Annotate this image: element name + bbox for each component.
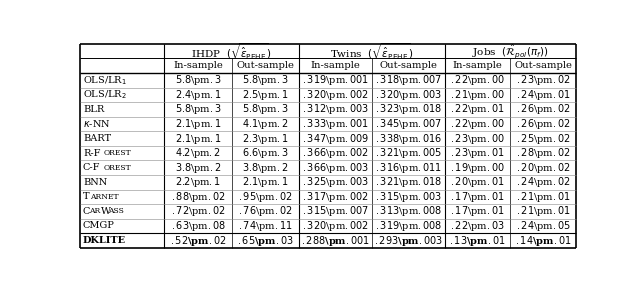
- Text: C-F: C-F: [83, 163, 100, 172]
- Text: $.13 $\pm$ .01$: $.13 $\pm$ .01$: [449, 233, 506, 248]
- Text: $.63 $\pm$ .08$: $.63 $\pm$ .08$: [171, 219, 225, 233]
- Text: In-sample: In-sample: [452, 61, 502, 70]
- Text: OLS/LR$_2$: OLS/LR$_2$: [83, 88, 127, 101]
- Text: $.319 $\pm$ .001$: $.319 $\pm$ .001$: [302, 73, 369, 87]
- Text: $.20 $\pm$ .01$: $.20 $\pm$ .01$: [451, 175, 505, 189]
- Text: $.325 $\pm$ .003$: $.325 $\pm$ .003$: [302, 175, 369, 189]
- Text: IHDP  $(\sqrt{\hat{\epsilon}_{\mathrm{PEHE}}})$: IHDP $(\sqrt{\hat{\epsilon}_{\mathrm{PEH…: [191, 41, 272, 61]
- Text: In-sample: In-sample: [173, 61, 223, 70]
- Text: $.320 $\pm$ .002$: $.320 $\pm$ .002$: [302, 88, 369, 102]
- Text: $.288 $\pm$ .001$: $.288 $\pm$ .001$: [301, 233, 370, 248]
- Text: $.24 $\pm$ .01$: $.24 $\pm$ .01$: [516, 88, 570, 102]
- Text: R-F: R-F: [83, 149, 100, 158]
- Text: $.333 $\pm$ .001$: $.333 $\pm$ .001$: [302, 117, 369, 131]
- Text: $.22 $\pm$ .01$: $.22 $\pm$ .01$: [451, 102, 505, 116]
- Text: ASS: ASS: [108, 207, 124, 215]
- Text: $.26 $\pm$ .02$: $.26 $\pm$ .02$: [516, 117, 570, 131]
- Text: $.21 $\pm$ .01$: $.21 $\pm$ .01$: [516, 190, 570, 204]
- Text: $.321 $\pm$ .018$: $.321 $\pm$ .018$: [375, 175, 442, 189]
- Text: $.323 $\pm$ .018$: $.323 $\pm$ .018$: [375, 102, 442, 116]
- Text: $.65 $\pm$ .03$: $.65 $\pm$ .03$: [237, 233, 294, 248]
- Text: $2.1 $\pm$ .1$: $2.1 $\pm$ .1$: [175, 132, 221, 146]
- Text: $3.8 $\pm$ .2$: $3.8 $\pm$ .2$: [175, 161, 221, 175]
- Text: $.20 $\pm$ .02$: $.20 $\pm$ .02$: [516, 161, 570, 175]
- Text: $.23 $\pm$ .00$: $.23 $\pm$ .00$: [450, 132, 505, 146]
- Text: $.14 $\pm$ .01$: $.14 $\pm$ .01$: [515, 233, 572, 248]
- Text: Out-sample: Out-sample: [514, 61, 572, 70]
- Text: $.22 $\pm$ .00$: $.22 $\pm$ .00$: [450, 117, 505, 131]
- Text: $5.8 $\pm$ .3$: $5.8 $\pm$ .3$: [175, 102, 221, 116]
- Text: T: T: [83, 192, 90, 201]
- Text: Twins  $(\sqrt{\hat{\epsilon}_{\mathrm{PEHE}}})$: Twins $(\sqrt{\hat{\epsilon}_{\mathrm{PE…: [330, 41, 413, 61]
- Text: $.316 $\pm$ .011$: $.316 $\pm$ .011$: [375, 161, 442, 175]
- Text: $4.2 $\pm$ .2$: $4.2 $\pm$ .2$: [175, 146, 221, 160]
- Text: $.17 $\pm$ .01$: $.17 $\pm$ .01$: [451, 204, 505, 218]
- Text: $.23 $\pm$ .02$: $.23 $\pm$ .02$: [516, 73, 570, 87]
- Text: $.76 $\pm$ .02$: $.76 $\pm$ .02$: [238, 204, 292, 218]
- Text: $.319 $\pm$ .008$: $.319 $\pm$ .008$: [375, 219, 442, 233]
- Text: $2.5 $\pm$ .1$: $2.5 $\pm$ .1$: [242, 88, 289, 102]
- Text: $2.1 $\pm$ .1$: $2.1 $\pm$ .1$: [242, 175, 289, 189]
- Text: OLS/LR$_1$: OLS/LR$_1$: [83, 74, 127, 87]
- Text: Jobs  $(\hat{\mathcal{R}}_{pol}(\pi_f))$: Jobs $(\hat{\mathcal{R}}_{pol}(\pi_f))$: [472, 42, 548, 60]
- Text: $.366 $\pm$ .002$: $.366 $\pm$ .002$: [302, 146, 369, 160]
- Text: $.22 $\pm$ .03$: $.22 $\pm$ .03$: [451, 219, 505, 233]
- Text: $.95 $\pm$ .02$: $.95 $\pm$ .02$: [238, 190, 292, 204]
- Text: $.321 $\pm$ .005$: $.321 $\pm$ .005$: [375, 146, 442, 160]
- Text: C: C: [83, 207, 90, 216]
- Text: $.317 $\pm$ .002$: $.317 $\pm$ .002$: [302, 190, 369, 204]
- Text: $.72 $\pm$ .02$: $.72 $\pm$ .02$: [171, 204, 225, 218]
- Text: $.312 $\pm$ .003$: $.312 $\pm$ .003$: [302, 102, 369, 116]
- Text: $.338 $\pm$ .016$: $.338 $\pm$ .016$: [375, 132, 442, 146]
- Text: W: W: [101, 207, 111, 216]
- Text: Out-sample: Out-sample: [236, 61, 294, 70]
- Text: $.318 $\pm$ .007$: $.318 $\pm$ .007$: [375, 73, 442, 87]
- Text: $.366 $\pm$ .003$: $.366 $\pm$ .003$: [302, 161, 369, 175]
- Text: In-sample: In-sample: [310, 61, 360, 70]
- Text: DKLITE: DKLITE: [83, 236, 126, 245]
- Text: $2.3 $\pm$ .1$: $2.3 $\pm$ .1$: [242, 132, 289, 146]
- Text: $.17 $\pm$ .01$: $.17 $\pm$ .01$: [451, 190, 505, 204]
- Text: $.293 $\pm$ .003$: $.293 $\pm$ .003$: [374, 233, 443, 248]
- Text: $.74 $\pm$ .11$: $.74 $\pm$ .11$: [238, 219, 292, 233]
- Text: BNN: BNN: [83, 178, 108, 187]
- Text: $.25 $\pm$ .02$: $.25 $\pm$ .02$: [516, 132, 570, 146]
- Text: BART: BART: [83, 134, 111, 143]
- Text: $.345 $\pm$ .007$: $.345 $\pm$ .007$: [375, 117, 442, 131]
- Text: $6.6 $\pm$ .3$: $6.6 $\pm$ .3$: [242, 146, 289, 160]
- Text: $.315 $\pm$ .003$: $.315 $\pm$ .003$: [375, 190, 442, 204]
- Text: ARNET: ARNET: [90, 193, 119, 201]
- Text: $.21 $\pm$ .00$: $.21 $\pm$ .00$: [450, 88, 505, 102]
- Text: $.24 $\pm$ .05$: $.24 $\pm$ .05$: [516, 219, 571, 233]
- Text: OREST: OREST: [103, 164, 131, 172]
- Text: $.320 $\pm$ .003$: $.320 $\pm$ .003$: [375, 88, 442, 102]
- Text: $.28 $\pm$ .02$: $.28 $\pm$ .02$: [516, 146, 570, 160]
- Text: $4.1 $\pm$ .2$: $4.1 $\pm$ .2$: [242, 117, 289, 131]
- Text: AR: AR: [90, 207, 100, 215]
- Text: $.24 $\pm$ .02$: $.24 $\pm$ .02$: [516, 175, 570, 189]
- Text: $.23 $\pm$ .01$: $.23 $\pm$ .01$: [451, 146, 505, 160]
- Text: Out-sample: Out-sample: [380, 61, 437, 70]
- Text: OREST: OREST: [103, 149, 131, 157]
- Text: BLR: BLR: [83, 105, 104, 114]
- Text: CMGP: CMGP: [83, 221, 115, 230]
- Text: $.88 $\pm$ .02$: $.88 $\pm$ .02$: [171, 190, 225, 204]
- Text: $.22 $\pm$ .00$: $.22 $\pm$ .00$: [450, 73, 505, 87]
- Text: $.21 $\pm$ .01$: $.21 $\pm$ .01$: [516, 204, 570, 218]
- Text: $\kappa$-NN: $\kappa$-NN: [83, 118, 111, 129]
- Text: $.315 $\pm$ .007$: $.315 $\pm$ .007$: [302, 204, 369, 218]
- Text: $.19 $\pm$ .00$: $.19 $\pm$ .00$: [450, 161, 505, 175]
- Text: $.320 $\pm$ .002$: $.320 $\pm$ .002$: [302, 219, 369, 233]
- Text: $5.8 $\pm$ .3$: $5.8 $\pm$ .3$: [175, 73, 221, 87]
- Text: $2.2 $\pm$ .1$: $2.2 $\pm$ .1$: [175, 175, 221, 189]
- Text: $.347 $\pm$ .009$: $.347 $\pm$ .009$: [302, 132, 369, 146]
- Text: $.26 $\pm$ .02$: $.26 $\pm$ .02$: [516, 102, 570, 116]
- Text: $2.1 $\pm$ .1$: $2.1 $\pm$ .1$: [175, 117, 221, 131]
- Text: $3.8 $\pm$ .2$: $3.8 $\pm$ .2$: [242, 161, 289, 175]
- Text: $.313 $\pm$ .008$: $.313 $\pm$ .008$: [375, 204, 442, 218]
- Text: $5.8 $\pm$ .3$: $5.8 $\pm$ .3$: [242, 73, 289, 87]
- Text: $.52 $\pm$ .02$: $.52 $\pm$ .02$: [170, 233, 227, 248]
- Text: $2.4 $\pm$ .1$: $2.4 $\pm$ .1$: [175, 88, 221, 102]
- Text: $5.8 $\pm$ .3$: $5.8 $\pm$ .3$: [242, 102, 289, 116]
